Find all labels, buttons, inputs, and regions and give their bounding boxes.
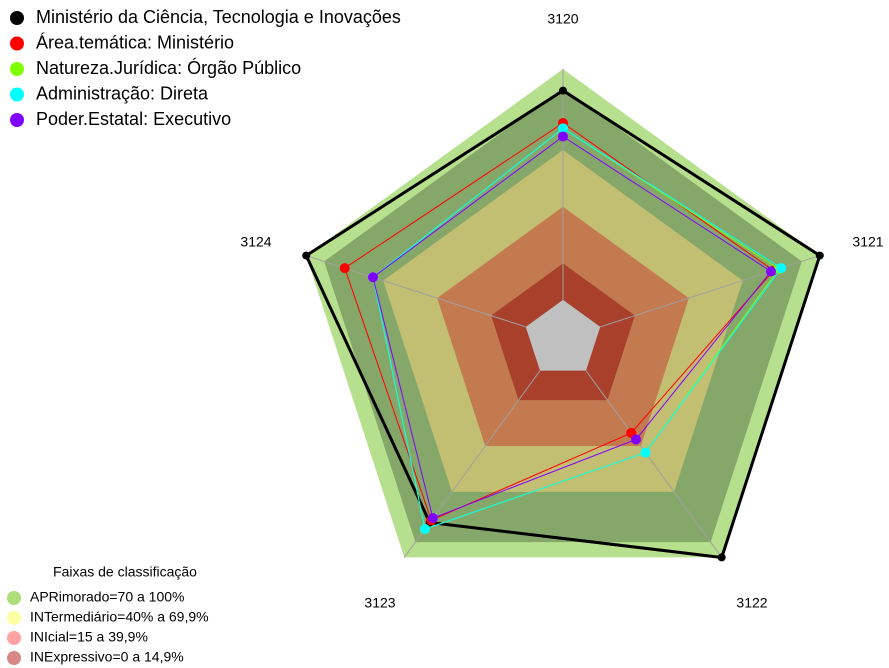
band-marker — [7, 611, 21, 625]
legend-title: Faixas de classificação — [53, 564, 197, 580]
series-point — [419, 524, 430, 535]
band-label: INIcial=15 a 39,9% — [30, 629, 148, 645]
legend: Ministério da Ciência, Tecnologia e Inov… — [7, 7, 401, 665]
series-point — [559, 86, 567, 95]
series-point — [558, 131, 568, 142]
series-point — [631, 434, 642, 445]
category-label: 3121 — [852, 234, 883, 250]
legend-marker — [10, 87, 24, 102]
series-line — [372, 127, 782, 530]
axis-line — [585, 370, 723, 558]
series-line — [372, 135, 772, 519]
category-label: 3120 — [547, 11, 578, 27]
legend-label: Natureza.Jurídica: Órgão Público — [36, 57, 301, 78]
category-label: 3124 — [240, 234, 271, 250]
series-line — [344, 122, 775, 521]
legend-label: Ministério da Ciência, Tecnologia e Inov… — [36, 7, 401, 27]
band-ring — [525, 299, 601, 371]
band-marker — [7, 651, 21, 665]
series-point — [427, 513, 438, 524]
band-marker — [7, 591, 21, 605]
legend-label: Área.temática: Ministério — [36, 32, 234, 52]
background-bands — [306, 69, 820, 558]
series-point — [558, 123, 568, 134]
plot — [302, 86, 824, 562]
legend-marker — [10, 113, 24, 127]
series-point — [302, 251, 311, 260]
series-point — [815, 251, 824, 260]
series-point — [339, 263, 350, 274]
band-label: INExpressivo=0 a 14,9% — [30, 649, 184, 665]
series-line — [304, 88, 822, 560]
band-label: INTermediário=40% a 69,9% — [30, 609, 209, 625]
legend-label: Administração: Direta — [36, 83, 209, 103]
category-label: 3123 — [364, 595, 395, 611]
series-point — [640, 447, 651, 458]
band-marker — [7, 631, 21, 645]
legend-marker — [10, 11, 24, 25]
category-label: 3122 — [736, 595, 767, 611]
legend-marker — [10, 36, 24, 51]
series-point — [765, 266, 776, 277]
series-point — [776, 263, 787, 274]
series-point — [717, 553, 726, 562]
legend-marker — [10, 62, 24, 76]
series-point — [367, 272, 378, 283]
band-label: APRimorado=70 a 100% — [30, 589, 185, 605]
legend-label: Poder.Estatal: Executivo — [36, 109, 231, 129]
